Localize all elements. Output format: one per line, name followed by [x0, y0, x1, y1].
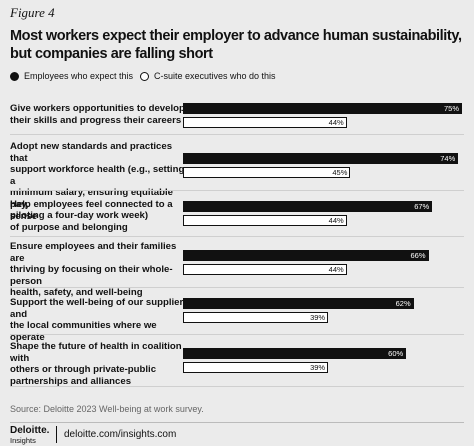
chart-title: Most workers expect their employer to ad… — [10, 28, 462, 62]
legend-swatch — [140, 72, 149, 81]
value-label: 67% — [414, 202, 430, 211]
value-label: 39% — [310, 313, 326, 322]
figure-label: Figure 4 — [10, 5, 55, 20]
bar — [183, 264, 347, 275]
value-label: 62% — [395, 299, 411, 308]
bar — [183, 312, 329, 323]
value-label: 66% — [410, 251, 426, 260]
bar — [183, 215, 347, 226]
row-divider — [10, 386, 464, 387]
category-label: Help employees feel connected to a sense… — [10, 199, 173, 233]
category-label: Adopt new standards and practices that s… — [10, 141, 185, 221]
legend-label: C-suite executives who do this — [154, 71, 276, 81]
bar — [183, 201, 433, 212]
row-divider — [10, 236, 464, 237]
footer-rule — [10, 422, 464, 423]
row-divider — [10, 190, 464, 191]
category-label: Support the well-being of our suppliers … — [10, 297, 189, 343]
legend-swatch — [10, 72, 19, 81]
bar — [183, 348, 407, 359]
bar — [183, 298, 414, 309]
bar — [183, 103, 462, 114]
row-divider — [10, 134, 464, 135]
legend-label: Employees who expect this — [24, 71, 134, 81]
brand-sub: Insights — [10, 436, 36, 445]
row-divider — [10, 334, 464, 335]
value-label: 44% — [328, 265, 344, 274]
bar — [183, 117, 347, 128]
brand: Deloitte. — [10, 425, 50, 436]
category-label: Ensure employees and their families are … — [10, 241, 177, 298]
value-label: 75% — [443, 104, 459, 113]
category-label: Give workers opportunities to develop th… — [10, 103, 185, 126]
value-label: 45% — [332, 168, 348, 177]
bar — [183, 362, 329, 373]
category-label: Shape the future of health in coalition … — [10, 341, 182, 387]
value-label: 39% — [310, 363, 326, 372]
bar — [183, 153, 459, 164]
value-label: 74% — [440, 154, 456, 163]
source: Source: Deloitte 2023 Well-being at work… — [10, 404, 204, 414]
row-divider — [10, 287, 464, 288]
footer-url: deloitte.com/insights.com — [64, 429, 177, 440]
bar — [183, 250, 429, 261]
footer-divider — [56, 426, 57, 443]
value-label: 44% — [328, 216, 344, 225]
value-label: 60% — [388, 349, 404, 358]
value-label: 44% — [328, 118, 344, 127]
bar — [183, 167, 351, 178]
